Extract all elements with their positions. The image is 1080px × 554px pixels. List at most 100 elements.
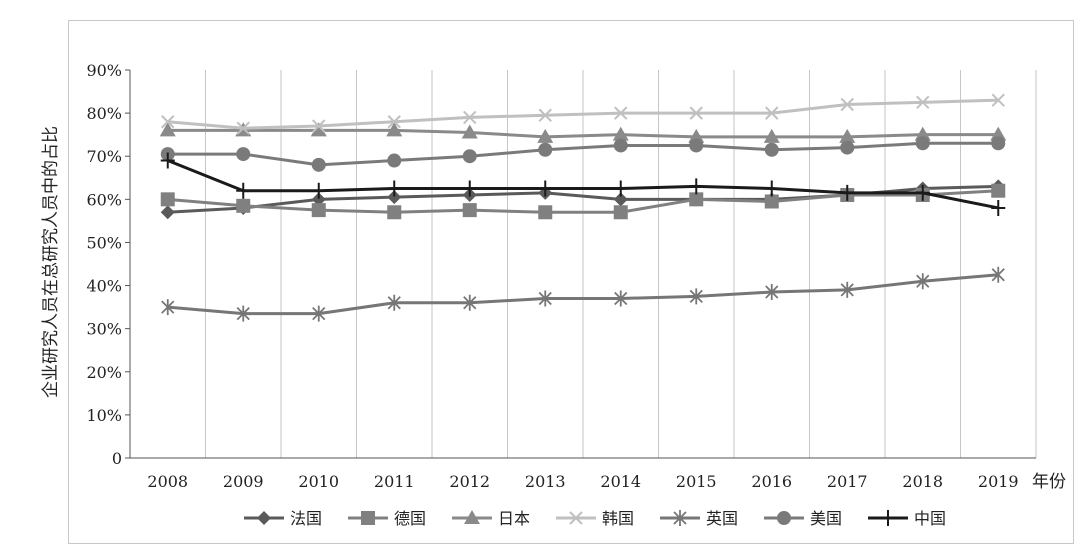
data-point [916, 95, 930, 110]
data-point [387, 180, 402, 197]
series-line [167, 141, 999, 167]
data-point [614, 106, 628, 120]
data-point [763, 128, 780, 143]
legend-label: 德国 [394, 509, 426, 528]
series-4 [161, 93, 1005, 135]
x-tick-label: 2013 [525, 472, 566, 491]
legend-label: 日本 [498, 509, 530, 528]
data-point [613, 205, 628, 220]
legend-label: 韩国 [602, 509, 634, 528]
data-point [461, 124, 478, 139]
y-tick-label: 50% [86, 233, 122, 252]
data-point [236, 147, 251, 162]
data-point [916, 273, 930, 290]
series-line [167, 128, 999, 139]
data-point [538, 290, 552, 307]
data-point [613, 180, 628, 197]
x-tick-label: 2009 [223, 472, 264, 491]
x-axis-label: 年份 [1032, 472, 1066, 492]
legend-marker [881, 510, 895, 526]
legend-item-5: 英国 [660, 509, 738, 528]
data-point [462, 203, 477, 218]
x-tick-label: 2016 [751, 472, 792, 491]
series-line [167, 273, 999, 316]
data-point [538, 108, 552, 122]
data-point [387, 294, 401, 311]
legend-item-3: 日本 [452, 509, 530, 528]
y-tick-label: 10% [86, 406, 122, 425]
legend-marker [673, 510, 687, 526]
series-line [167, 189, 999, 214]
legend-label: 美国 [810, 509, 842, 528]
data-point [387, 205, 402, 220]
y-tick-label: 40% [86, 277, 122, 296]
data-point [538, 205, 553, 220]
data-point [537, 128, 554, 143]
data-point [160, 192, 175, 207]
series-7 [160, 152, 1006, 216]
x-tick-label: 2008 [147, 472, 188, 491]
data-point [387, 190, 402, 205]
data-point [765, 284, 779, 301]
data-point [840, 140, 855, 155]
data-point [310, 122, 327, 137]
legend-marker [777, 511, 791, 525]
data-point [311, 203, 326, 218]
series-5 [161, 266, 1005, 322]
data-point [463, 110, 477, 125]
series-group [159, 93, 1007, 322]
data-point [840, 97, 854, 112]
x-tick-label: 2012 [449, 472, 490, 491]
data-point [840, 184, 855, 201]
data-point [764, 194, 779, 209]
legend-item-1: 法国 [244, 509, 322, 528]
data-point [311, 192, 326, 207]
data-point [840, 281, 854, 298]
data-point [613, 192, 628, 207]
legend-item-7: 中国 [868, 509, 946, 528]
y-tick-label: 70% [86, 147, 122, 166]
data-point [914, 126, 931, 141]
y-tick-label: 90% [86, 61, 122, 80]
y-tick-label: 80% [86, 104, 122, 123]
data-point [764, 180, 779, 197]
data-point [236, 198, 251, 213]
data-point [236, 182, 251, 199]
data-point [161, 299, 175, 316]
axes [125, 69, 1036, 459]
y-tick-label: 0 [112, 449, 122, 468]
data-point [991, 266, 1005, 283]
data-point [462, 180, 477, 197]
data-point [765, 106, 779, 120]
data-point [688, 128, 705, 143]
x-tick-label: 2017 [827, 472, 868, 491]
series-line [167, 159, 999, 210]
legend-marker [569, 511, 583, 525]
series-6 [160, 136, 1006, 172]
y-tick-label: 30% [86, 320, 122, 339]
data-point [613, 138, 628, 153]
x-tick-label: 2018 [902, 472, 943, 491]
data-point [463, 294, 477, 311]
data-point [991, 93, 1005, 107]
data-point [159, 122, 176, 137]
data-point [990, 126, 1007, 141]
data-point [991, 183, 1006, 198]
data-point [312, 119, 326, 133]
data-point [160, 152, 175, 169]
legend-label: 法国 [290, 509, 322, 528]
data-point [614, 290, 628, 307]
x-tick-label: 2014 [600, 472, 641, 491]
data-point [311, 182, 326, 199]
x-tick-label: 2019 [978, 472, 1019, 491]
data-point [839, 128, 856, 143]
legend-item-4: 韩国 [556, 509, 634, 528]
data-point [689, 178, 704, 195]
x-tick-label: 2015 [676, 472, 717, 491]
data-point [386, 122, 403, 137]
data-point [689, 288, 703, 305]
data-point [689, 138, 704, 153]
y-axis-label: 企业研究人员在总研究人员中的占比 [41, 126, 61, 398]
chart-frame [68, 20, 1074, 544]
data-point [538, 142, 553, 157]
